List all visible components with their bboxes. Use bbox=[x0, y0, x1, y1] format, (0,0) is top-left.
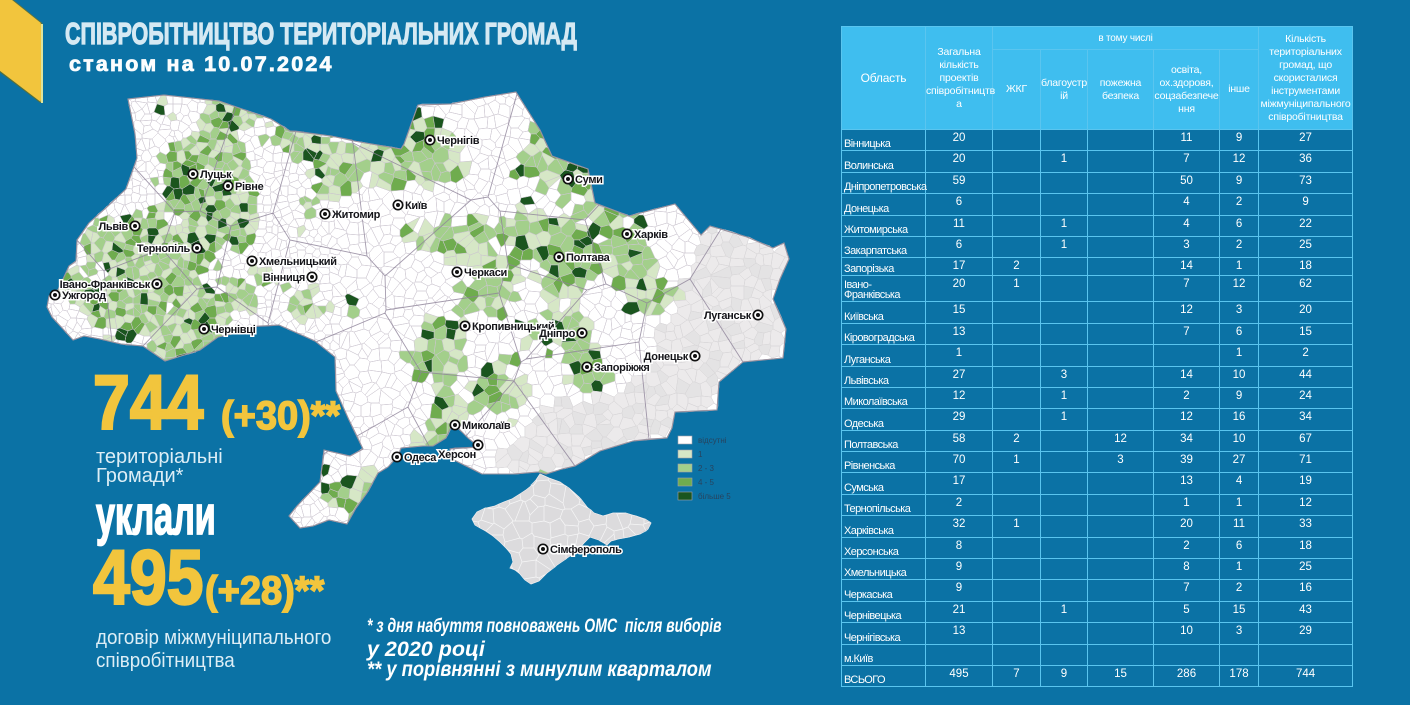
svg-text:Рівне: Рівне bbox=[235, 181, 264, 193]
svg-text:Чернігів: Чернігів bbox=[437, 135, 480, 147]
svg-text:Житомир: Житомир bbox=[331, 209, 381, 221]
svg-text:Чернівці: Чернівці bbox=[211, 324, 256, 336]
svg-text:Одеса: Одеса bbox=[404, 452, 437, 464]
svg-text:більше 5: більше 5 bbox=[698, 492, 731, 501]
svg-text:Кропивницький: Кропивницький bbox=[472, 321, 554, 333]
svg-text:1: 1 bbox=[698, 450, 703, 459]
svg-text:Луцьк: Луцьк bbox=[200, 169, 232, 181]
svg-text:Донецьк: Донецьк bbox=[644, 351, 689, 363]
svg-text:Сімферополь: Сімферополь bbox=[550, 544, 622, 556]
svg-text:Київ: Київ bbox=[405, 200, 428, 212]
svg-text:Вінниця: Вінниця bbox=[263, 272, 305, 284]
svg-text:Миколаїв: Миколаїв bbox=[462, 420, 511, 432]
svg-text:Тернопіль: Тернопіль bbox=[137, 243, 191, 255]
svg-text:4 - 5: 4 - 5 bbox=[698, 478, 715, 487]
svg-text:Луганськ: Луганськ bbox=[704, 310, 752, 322]
svg-text:2 - 3: 2 - 3 bbox=[698, 464, 715, 473]
svg-text:Хмельницький: Хмельницький bbox=[259, 256, 337, 268]
svg-text:Запоріжжя: Запоріжжя bbox=[594, 362, 649, 374]
svg-text:Львів: Львів bbox=[98, 221, 128, 233]
svg-text:Івано-Франківськ: Івано-Франківськ bbox=[60, 279, 151, 291]
svg-text:Черкаси: Черкаси bbox=[464, 267, 507, 279]
svg-text:Полтава: Полтава bbox=[566, 252, 611, 264]
svg-text:Дніпро: Дніпро bbox=[539, 328, 575, 340]
svg-text:Суми: Суми bbox=[575, 174, 603, 186]
svg-text:відсутні: відсутні bbox=[698, 436, 727, 445]
svg-text:Харків: Харків bbox=[634, 229, 668, 241]
svg-text:Херсон: Херсон bbox=[438, 449, 476, 461]
svg-text:Ужгород: Ужгород bbox=[62, 290, 106, 302]
